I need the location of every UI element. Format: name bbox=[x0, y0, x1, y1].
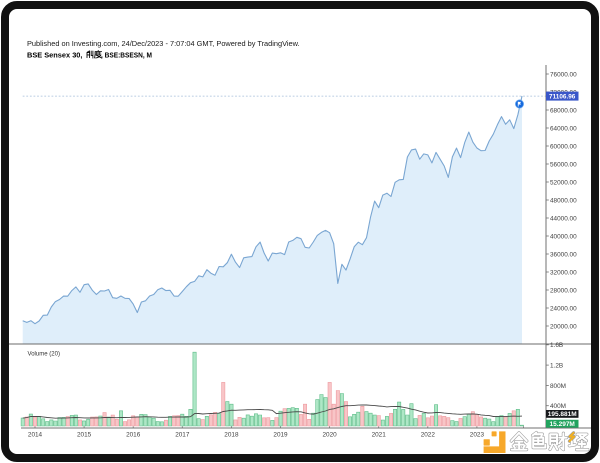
svg-text:2022: 2022 bbox=[421, 432, 436, 439]
svg-text:2023: 2023 bbox=[470, 432, 485, 439]
svg-text:2019: 2019 bbox=[273, 432, 288, 439]
svg-text:2021: 2021 bbox=[372, 432, 387, 439]
svg-text:56000.00: 56000.00 bbox=[550, 161, 577, 168]
svg-text:36000.00: 36000.00 bbox=[550, 251, 577, 258]
svg-text:2020: 2020 bbox=[322, 432, 337, 439]
svg-text:40000.00: 40000.00 bbox=[550, 233, 577, 240]
svg-text:60000.00: 60000.00 bbox=[550, 143, 577, 150]
svg-text:28000.00: 28000.00 bbox=[550, 287, 577, 294]
svg-text:2018: 2018 bbox=[224, 432, 239, 439]
svg-text:2017: 2017 bbox=[175, 432, 190, 439]
svg-text:800M: 800M bbox=[550, 383, 566, 390]
svg-text:2016: 2016 bbox=[126, 432, 141, 439]
svg-text:2014: 2014 bbox=[28, 432, 43, 439]
svg-text:71106.96: 71106.96 bbox=[549, 94, 576, 101]
svg-text:, BSE:BSESN, M: , BSE:BSESN, M bbox=[101, 51, 152, 60]
svg-text:24000.00: 24000.00 bbox=[550, 305, 577, 312]
svg-text:64000.00: 64000.00 bbox=[550, 125, 577, 132]
svg-text:20000.00: 20000.00 bbox=[550, 323, 577, 330]
svg-text:1.6B: 1.6B bbox=[550, 342, 563, 349]
svg-text:1.2B: 1.2B bbox=[550, 363, 563, 370]
svg-text:195.881M: 195.881M bbox=[548, 411, 577, 418]
svg-text:44000.00: 44000.00 bbox=[550, 215, 577, 222]
svg-text:76000.00: 76000.00 bbox=[550, 71, 577, 78]
svg-text:BSE Sensex 30,: BSE Sensex 30, bbox=[27, 51, 82, 60]
svg-text:48000.00: 48000.00 bbox=[550, 197, 577, 204]
svg-text:Volume (20): Volume (20) bbox=[28, 351, 61, 358]
svg-text:Published on Investing.com, 24: Published on Investing.com, 24/Dec/2023 … bbox=[27, 39, 300, 48]
svg-text:2015: 2015 bbox=[77, 432, 92, 439]
svg-text:15.297M: 15.297M bbox=[550, 421, 575, 428]
svg-text:400M: 400M bbox=[550, 403, 566, 410]
svg-text:32000.00: 32000.00 bbox=[550, 269, 577, 276]
svg-text:68000.00: 68000.00 bbox=[550, 107, 577, 114]
svg-text:52000.00: 52000.00 bbox=[550, 179, 577, 186]
